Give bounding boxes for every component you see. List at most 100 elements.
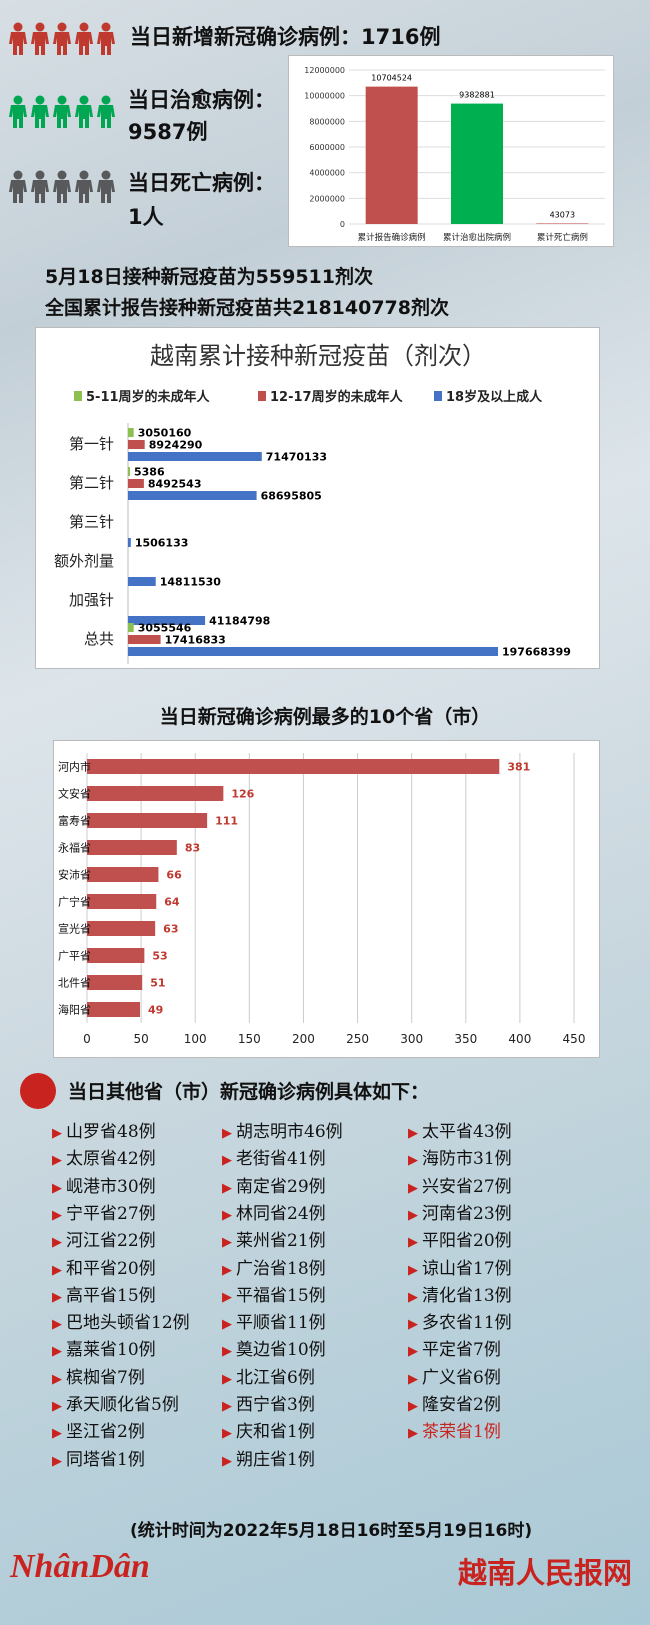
data-label: 51 [150,977,165,990]
triangle-bullet-icon: ▶ [222,1289,232,1305]
bar [536,223,589,224]
province-label: 平阳省20例 [422,1231,512,1252]
bar [87,759,500,774]
province-label: 槟椥省7例 [66,1367,145,1388]
deaths-label: 当日死亡病例： [128,171,275,195]
triangle-bullet-icon: ▶ [222,1126,232,1141]
province-item: ▶ 平福省15例 [222,1281,326,1306]
province-label: 承天顺化省5例 [66,1395,179,1415]
cumulative-chart: 0 2000000 4000000 6000000 8000000 10000000 120… [304,66,605,243]
province-item: ▶ 高平省15例 [52,1281,156,1306]
data-label: 53 [152,950,167,963]
bar [128,428,134,437]
category-label: 广平省 [58,950,91,963]
bar [365,86,418,224]
category-label: 第三针 [69,513,114,531]
bar [128,479,144,488]
data-label: 10704524 [371,74,412,83]
province-item: ▶ 山罗省48例 [52,1117,156,1142]
legend-swatch [74,391,82,401]
bar [128,538,131,547]
province-item: ▶ 承天顺化省5例 [52,1390,179,1415]
province-label: 老街省41例 [236,1149,326,1170]
y-tick-label: 10000000 [304,92,345,101]
province-item: ▶ 多农省11例 [408,1308,512,1333]
triangle-bullet-icon: ▶ [408,1180,418,1196]
y-tick-label: 12000000 [304,66,345,75]
person-icon [9,170,27,203]
bar [87,894,157,909]
triangle-bullet-icon: ▶ [52,1344,62,1360]
category-label: 海阳省 [58,1003,91,1017]
new-cases-stat: 当日新增新冠确诊病例：1716例 [130,25,441,49]
province-label: 隆安省2例 [422,1395,501,1415]
province-label: 茶荣省1例 [422,1422,501,1443]
bar [87,840,177,855]
triangle-bullet-icon: ▶ [222,1207,232,1223]
province-item: ▶ 朔庄省1例 [222,1445,315,1470]
province-label: 平福省15例 [236,1285,326,1306]
province-label: 广治省18例 [236,1258,326,1279]
triangle-bullet-icon: ▶ [408,1207,418,1223]
x-tick-label: 400 [508,1032,531,1046]
province-item: ▶ 嘉莱省10例 [52,1335,156,1360]
data-label: 68695805 [261,490,322,503]
category-label: 累计报告确诊病例 [358,232,426,243]
bar [87,867,159,882]
province-item: ▶ 隆安省2例 [408,1390,501,1415]
province-label: 奠边省10例 [236,1340,326,1361]
vaccination-total: 全国累计报告接种新冠疫苗共218140778剂次 [45,297,449,319]
triangle-bullet-icon: ▶ [222,1426,232,1442]
data-label: 43073 [550,210,575,219]
person-icon [75,95,93,128]
legend-entry: 5-11周岁的未成年人 [86,389,211,405]
province-label: 嘉莱省10例 [66,1340,156,1361]
triangle-bullet-icon: ▶ [222,1180,232,1196]
bar [128,491,257,500]
triangle-bullet-icon: ▶ [408,1289,418,1305]
bar [128,440,145,449]
province-item: ▶ 清化省13例 [408,1281,512,1306]
bar [87,1002,141,1017]
triangle-bullet-icon: ▶ [52,1126,62,1141]
vaccination-daily: 5月18日接种新冠疫苗为559511剂次 [45,266,373,288]
top10-chart: 0 50 100 150 200 250 300 350 400 450 381 河内市 126 文安省 1… [58,753,585,1046]
triangle-bullet-icon: ▶ [52,1262,62,1278]
province-label: 坚江省2例 [66,1422,145,1443]
x-tick-label: 300 [400,1032,423,1046]
province-label: 同塔省1例 [66,1449,145,1470]
data-label: 49 [148,1004,163,1017]
data-label: 83 [185,842,200,855]
bar [128,647,498,656]
red-dot-icon [20,1073,56,1109]
province-item: ▶ 胡志明市46例 [222,1117,343,1142]
bar [87,813,208,828]
y-tick-label: 0 [340,220,345,229]
x-tick-label: 100 [184,1032,207,1046]
province-label: 河南省23例 [422,1203,512,1224]
province-item: ▶ 奠边省10例 [222,1335,326,1360]
vaccine-chart-title: 越南累计接种新冠疫苗（剂次） [150,342,486,370]
province-label: 谅山省17例 [422,1258,512,1279]
province-item: ▶ 广义省6例 [408,1363,501,1388]
category-label: 富寿省 [58,814,91,828]
person-icon [97,22,115,55]
data-label: 14811530 [160,576,222,589]
triangle-bullet-icon: ▶ [222,1344,232,1360]
category-label: 第二针 [69,474,114,492]
triangle-bullet-icon: ▶ [52,1426,62,1442]
province-item: ▶ 岘港市30例 [52,1172,156,1197]
province-label: 宁平省27例 [66,1203,156,1224]
data-label: 5386 [134,466,165,479]
category-label: 累计治愈出院病例 [443,232,511,243]
x-tick-label: 150 [238,1032,261,1046]
data-label: 41184798 [209,615,270,628]
bar [128,452,262,461]
triangle-bullet-icon: ▶ [408,1399,418,1414]
triangle-bullet-icon: ▶ [222,1317,232,1333]
category-label: 加强针 [69,591,114,609]
province-item: ▶ 宁平省27例 [52,1199,156,1224]
category-label: 北件省 [58,977,91,990]
province-item: ▶ 槟椥省7例 [52,1363,145,1388]
bar [87,786,224,801]
